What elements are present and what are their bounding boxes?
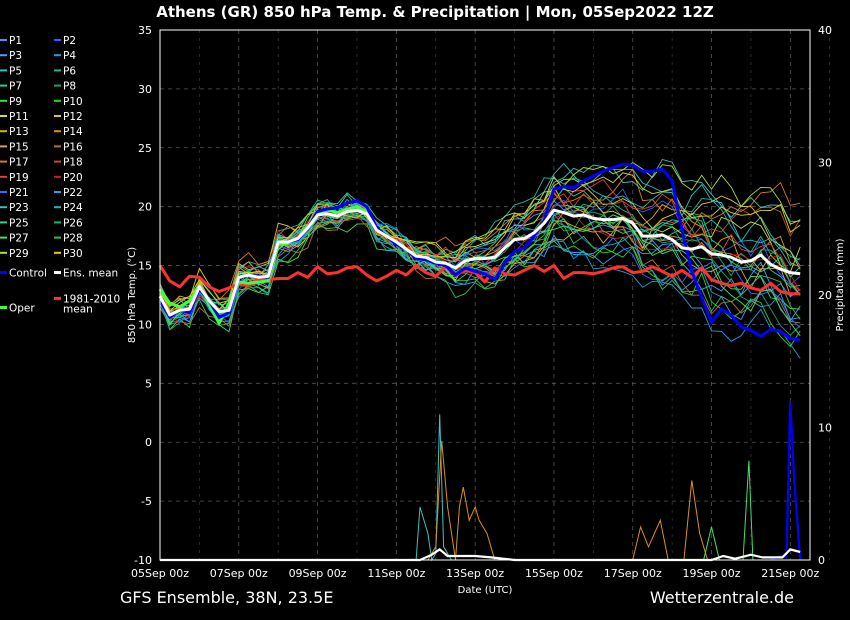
member-line-p28 <box>159 210 801 327</box>
plot-frame <box>159 29 811 561</box>
x-tick-label: 13Sep 00z <box>446 567 504 580</box>
legend-label-p29: P29 <box>9 248 29 260</box>
y-tick-label: 15 <box>138 260 152 273</box>
legend-label-p6: P6 <box>63 65 76 77</box>
y-right-tick-label: 30 <box>818 157 832 170</box>
legend-label-p12: P12 <box>63 111 83 123</box>
x-tick-label: 21Sep 00z <box>761 567 819 580</box>
legend-label-p20: P20 <box>63 172 83 184</box>
legend-label-p2: P2 <box>63 35 76 47</box>
legend-label-p4: P4 <box>63 50 76 62</box>
member-line-p22 <box>159 206 801 323</box>
member-lines <box>159 158 801 359</box>
legend-label-ens-mean: Ens. mean <box>63 268 118 280</box>
precip-line-p14 <box>427 440 709 561</box>
legend-label-p10: P10 <box>63 96 83 108</box>
legend-label-control: Control <box>9 268 47 280</box>
legend-label-p1: P1 <box>9 35 22 47</box>
member-line-p30 <box>159 172 801 312</box>
member-line-p20 <box>159 205 801 322</box>
x-tick-label: 07Sep 00z <box>210 567 268 580</box>
y-tick-label: 0 <box>145 436 152 449</box>
x-tick-label: 19Sep 00z <box>683 567 741 580</box>
x-tick-label: 17Sep 00z <box>604 567 662 580</box>
y-right-tick-label: 40 <box>818 24 832 37</box>
y-tick-label: 35 <box>138 24 152 37</box>
x-tick-label: 11Sep 00z <box>367 567 425 580</box>
legend-label-p19: P19 <box>9 172 29 184</box>
legend-label-p11: P11 <box>9 111 29 123</box>
legend-label-p14: P14 <box>63 126 83 138</box>
legend-label-p15: P15 <box>9 141 29 153</box>
legend-label-oper: Oper <box>9 303 35 315</box>
series-line-ens-mean <box>158 208 801 317</box>
chart-title: Athens (GR) 850 hPa Temp. & Precipitatio… <box>156 3 714 22</box>
series-line-oper <box>158 205 368 325</box>
legend-label-p16: P16 <box>63 141 83 153</box>
legend-label-p5: P5 <box>9 65 22 77</box>
legend-label-p28: P28 <box>63 233 83 245</box>
legend: P1 P2 P3 P4 P5 P6 P7 P8 P9 P10 P11 P12 P13 P14 P15 P16 P… <box>0 35 120 315</box>
member-line-p11 <box>159 178 801 313</box>
member-line-p17 <box>159 168 801 305</box>
axes: -10 -5 0 5 10 15 20 25 30 35 05Sep 00z 07Sep 00z 09S… <box>131 24 832 580</box>
y-tick-label: 25 <box>138 142 152 155</box>
member-line-p23 <box>159 158 801 313</box>
legend-label-p21: P21 <box>9 187 29 199</box>
x-tick-label: 15Sep 00z <box>525 567 583 580</box>
legend-label-p8: P8 <box>63 81 76 93</box>
precip-line-p23 <box>415 414 452 562</box>
x-axis-label: Date (UTC) <box>458 585 513 596</box>
y-right-tick-label: 10 <box>818 422 832 435</box>
member-line-p18 <box>159 192 801 318</box>
y-tick-label: 20 <box>138 201 152 214</box>
legend-label-p30: P30 <box>63 248 83 260</box>
precip-line-control <box>770 400 802 562</box>
x-tick-label: 05Sep 00z <box>131 567 189 580</box>
legend-label-p23: P23 <box>9 202 29 214</box>
grid <box>159 29 830 561</box>
legend-label-p17: P17 <box>9 157 29 169</box>
y-right-tick-label: 20 <box>818 289 832 302</box>
precipitation-lines <box>160 400 802 562</box>
member-line-p7 <box>159 187 801 318</box>
y-tick-label: 5 <box>145 377 152 390</box>
legend-label-p3: P3 <box>9 50 22 62</box>
y-right-tick-label: 0 <box>818 554 825 567</box>
footer-source: GFS Ensemble, 38N, 23.5E <box>120 588 334 607</box>
x-tick-label: 09Sep 00z <box>289 567 347 580</box>
y-axis-label: 850 hPa Temp. (°C) <box>127 247 138 343</box>
y-tick-label: 30 <box>138 83 152 96</box>
legend-label-1981-2010-mean: 1981-2010 mean <box>63 293 120 315</box>
main-series-lines <box>158 162 801 342</box>
legend-label-p9: P9 <box>9 96 22 108</box>
legend-label-p26: P26 <box>63 217 83 229</box>
precip-line-p27 <box>703 460 754 561</box>
footer-site: Wetterzentrale.de <box>649 588 794 607</box>
legend-label-p25: P25 <box>9 217 29 229</box>
legend-label-p7: P7 <box>9 81 22 93</box>
y-tick-label: -10 <box>134 554 152 567</box>
y-axis-right-label: Precipitation (mm) <box>835 238 846 331</box>
legend-label-p18: P18 <box>63 157 83 169</box>
legend-label-p22: P22 <box>63 187 83 199</box>
legend-label-p13: P13 <box>9 126 29 138</box>
legend-label-p27: P27 <box>9 233 29 245</box>
legend-label-p24: P24 <box>63 202 83 214</box>
y-tick-label: 10 <box>138 318 152 331</box>
y-tick-label: -5 <box>141 495 152 508</box>
